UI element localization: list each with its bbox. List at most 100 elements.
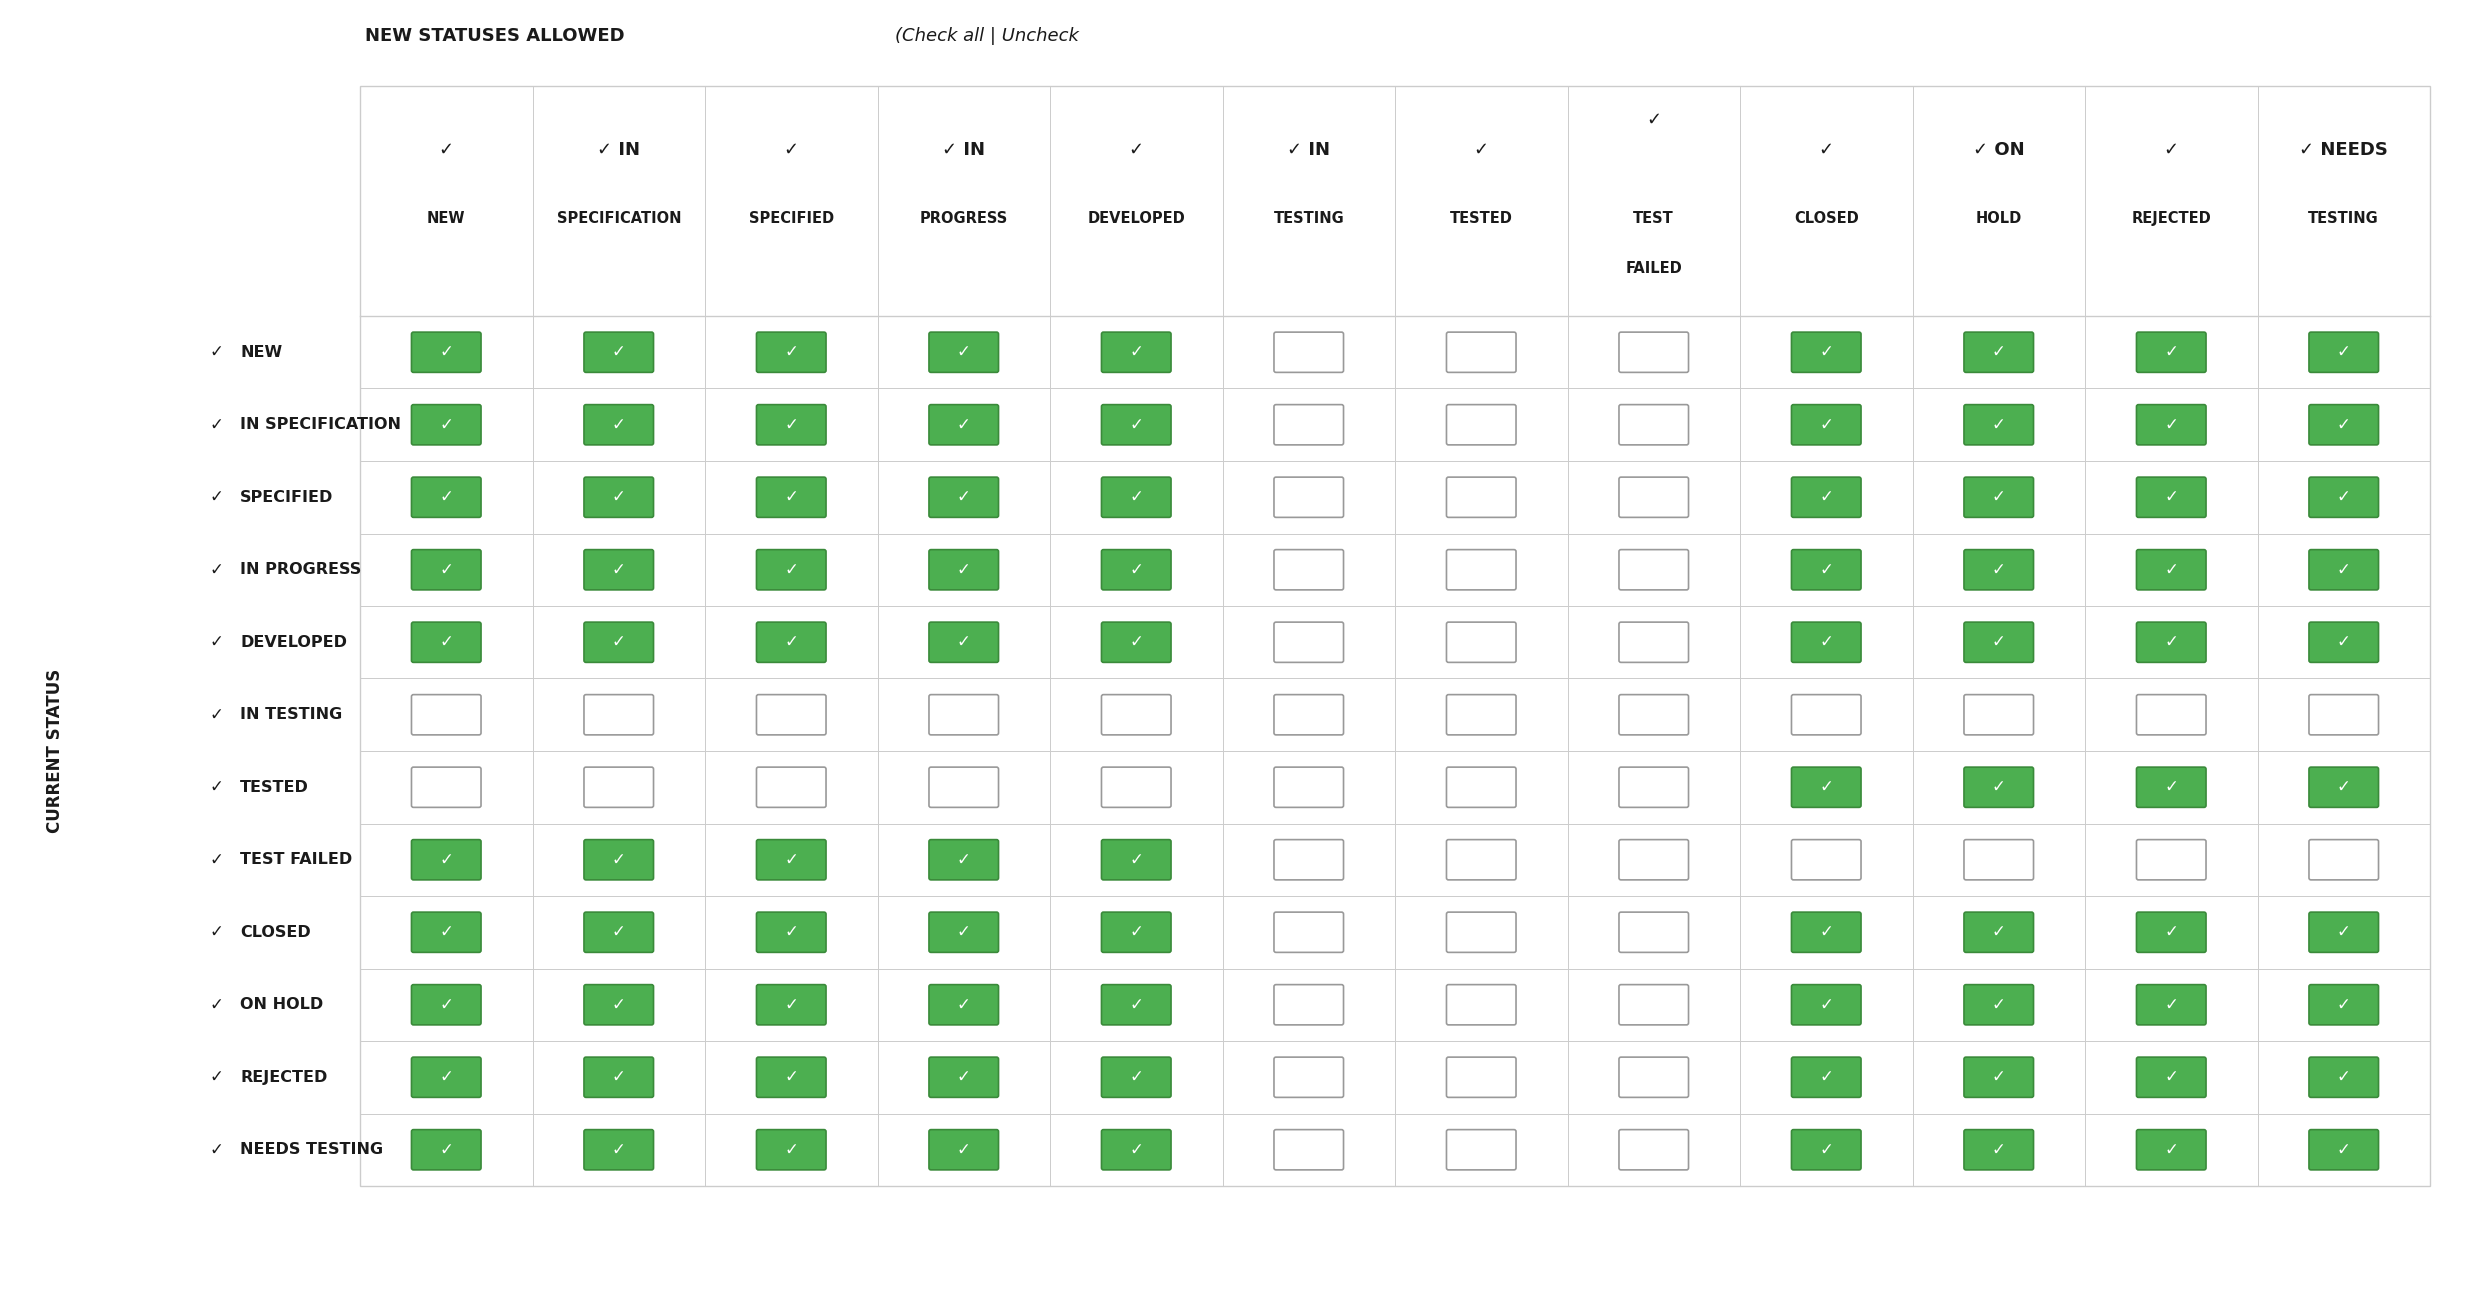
- Text: DEVELOPED: DEVELOPED: [1087, 211, 1186, 226]
- FancyBboxPatch shape: [1275, 332, 1344, 372]
- FancyBboxPatch shape: [2137, 477, 2206, 517]
- FancyBboxPatch shape: [1102, 840, 1171, 880]
- FancyBboxPatch shape: [929, 477, 998, 517]
- Text: ✓: ✓: [2164, 923, 2179, 941]
- FancyBboxPatch shape: [2137, 767, 2206, 807]
- Text: ✓: ✓: [785, 561, 798, 579]
- Text: ON HOLD: ON HOLD: [240, 997, 324, 1012]
- FancyBboxPatch shape: [756, 477, 825, 517]
- FancyBboxPatch shape: [1275, 695, 1344, 735]
- Text: ✓: ✓: [613, 1068, 625, 1086]
- Text: ✓: ✓: [956, 995, 971, 1013]
- Text: ✓: ✓: [1129, 561, 1144, 579]
- Text: SPECIFIED: SPECIFIED: [240, 490, 333, 504]
- FancyBboxPatch shape: [1618, 695, 1689, 735]
- FancyBboxPatch shape: [1791, 695, 1860, 735]
- Text: ✓: ✓: [1991, 1068, 2006, 1086]
- Text: ✓: ✓: [1991, 343, 2006, 362]
- FancyBboxPatch shape: [1964, 477, 2033, 517]
- Text: ✓: ✓: [956, 416, 971, 434]
- FancyBboxPatch shape: [2137, 622, 2206, 662]
- FancyBboxPatch shape: [1791, 912, 1860, 953]
- Text: REJECTED: REJECTED: [2132, 211, 2211, 226]
- Text: ✓: ✓: [2164, 141, 2179, 159]
- FancyBboxPatch shape: [929, 695, 998, 735]
- Text: ✓: ✓: [1820, 1068, 1833, 1086]
- Text: ✓: ✓: [2164, 779, 2179, 796]
- FancyBboxPatch shape: [1102, 622, 1171, 662]
- FancyBboxPatch shape: [1791, 767, 1860, 807]
- Text: ✓: ✓: [956, 634, 971, 652]
- Text: ✓: ✓: [956, 923, 971, 941]
- FancyBboxPatch shape: [1275, 767, 1344, 807]
- FancyBboxPatch shape: [412, 1130, 482, 1170]
- FancyBboxPatch shape: [756, 912, 825, 953]
- FancyBboxPatch shape: [1447, 332, 1517, 372]
- Text: ✓: ✓: [1820, 1140, 1833, 1159]
- Text: ✓: ✓: [1129, 1140, 1144, 1159]
- Text: ✓: ✓: [1820, 779, 1833, 796]
- FancyBboxPatch shape: [1275, 477, 1344, 517]
- Text: TESTING: TESTING: [1275, 211, 1344, 226]
- Text: IN SPECIFICATION: IN SPECIFICATION: [240, 417, 400, 433]
- Text: ✓: ✓: [2337, 923, 2351, 941]
- Text: ✓: ✓: [1645, 111, 1662, 130]
- FancyBboxPatch shape: [1275, 404, 1344, 445]
- FancyBboxPatch shape: [1275, 1058, 1344, 1098]
- Text: ✓: ✓: [2337, 561, 2351, 579]
- Text: ✓: ✓: [785, 343, 798, 362]
- Text: ✓: ✓: [2164, 1140, 2179, 1159]
- Text: ✓: ✓: [210, 416, 225, 434]
- Text: ✓: ✓: [1129, 343, 1144, 362]
- FancyBboxPatch shape: [929, 550, 998, 590]
- FancyBboxPatch shape: [1791, 477, 1860, 517]
- FancyBboxPatch shape: [1102, 332, 1171, 372]
- Text: ✓: ✓: [440, 1140, 452, 1159]
- Text: ✓: ✓: [210, 634, 225, 652]
- Text: ✓: ✓: [613, 343, 625, 362]
- Text: REJECTED: REJECTED: [240, 1069, 329, 1085]
- FancyBboxPatch shape: [929, 1130, 998, 1170]
- FancyBboxPatch shape: [2309, 477, 2379, 517]
- FancyBboxPatch shape: [2309, 912, 2379, 953]
- FancyBboxPatch shape: [412, 550, 482, 590]
- Text: ✓: ✓: [2164, 1068, 2179, 1086]
- Text: ✓: ✓: [613, 561, 625, 579]
- FancyBboxPatch shape: [1618, 622, 1689, 662]
- Text: CLOSED: CLOSED: [1793, 211, 1857, 226]
- FancyBboxPatch shape: [1447, 1130, 1517, 1170]
- FancyBboxPatch shape: [1102, 767, 1171, 807]
- Text: ✓: ✓: [785, 1068, 798, 1086]
- Text: ✓: ✓: [1991, 561, 2006, 579]
- FancyBboxPatch shape: [1102, 695, 1171, 735]
- Text: ✓: ✓: [1129, 1068, 1144, 1086]
- FancyBboxPatch shape: [1447, 840, 1517, 880]
- FancyBboxPatch shape: [756, 332, 825, 372]
- Text: ✓: ✓: [1991, 995, 2006, 1013]
- Text: ✓: ✓: [956, 343, 971, 362]
- Text: ✓: ✓: [2337, 995, 2351, 1013]
- Text: ✓: ✓: [1991, 416, 2006, 434]
- Text: ✓: ✓: [210, 995, 225, 1013]
- FancyBboxPatch shape: [1102, 985, 1171, 1025]
- FancyBboxPatch shape: [2309, 695, 2379, 735]
- FancyBboxPatch shape: [2309, 550, 2379, 590]
- FancyBboxPatch shape: [1102, 550, 1171, 590]
- Text: ✓: ✓: [1820, 923, 1833, 941]
- FancyBboxPatch shape: [1791, 332, 1860, 372]
- FancyBboxPatch shape: [1618, 550, 1689, 590]
- FancyBboxPatch shape: [1618, 404, 1689, 445]
- Text: ✓: ✓: [210, 489, 225, 507]
- FancyBboxPatch shape: [929, 404, 998, 445]
- FancyBboxPatch shape: [756, 404, 825, 445]
- Text: ✓: ✓: [1820, 489, 1833, 507]
- Text: ✓: ✓: [613, 923, 625, 941]
- FancyBboxPatch shape: [2309, 840, 2379, 880]
- FancyBboxPatch shape: [1964, 1058, 2033, 1098]
- FancyBboxPatch shape: [412, 332, 482, 372]
- FancyBboxPatch shape: [929, 985, 998, 1025]
- FancyBboxPatch shape: [2309, 1058, 2379, 1098]
- Text: ✓: ✓: [785, 923, 798, 941]
- FancyBboxPatch shape: [1275, 912, 1344, 953]
- FancyBboxPatch shape: [412, 695, 482, 735]
